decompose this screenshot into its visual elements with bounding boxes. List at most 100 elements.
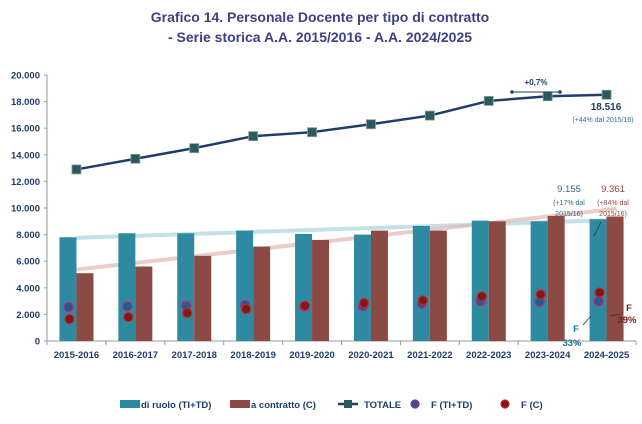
total-line	[71, 89, 612, 175]
y-tick-label: 0	[35, 337, 40, 348]
total-point	[542, 91, 553, 102]
chart-title: Grafico 14. Personale Docente per tipo d…	[151, 9, 489, 25]
x-tick-label: 2015-2016	[54, 350, 99, 361]
point-f-c	[182, 307, 193, 319]
x-tick-label: 2018-2019	[230, 350, 275, 361]
bar-a-contratto	[135, 266, 153, 341]
f-c-pct: 39%	[617, 315, 637, 326]
bar-di-ruolo	[530, 221, 548, 341]
y-tick-label: 14.000	[11, 150, 40, 161]
bar-a-contratto	[370, 230, 388, 341]
ruolo-value-label: 9.155	[557, 184, 581, 195]
legend-swatch-marker	[344, 400, 352, 408]
total-point	[601, 89, 612, 100]
legend-label: di ruolo (TI+TD)	[141, 400, 211, 411]
trendlines	[76, 206, 617, 272]
x-tick-label: 2024-2025	[584, 350, 630, 361]
bar-di-ruolo	[589, 219, 607, 341]
total-point	[483, 96, 494, 106]
x-tick-label: 2017-2018	[172, 350, 217, 361]
y-tick-label: 20.000	[11, 71, 40, 82]
y-tick-label: 10.000	[11, 204, 40, 215]
bracket-dot	[510, 90, 514, 94]
point-f-c	[241, 303, 252, 315]
contratto-value-label: 9.361	[601, 184, 625, 195]
chart-subtitle: - Serie storica A.A. 2015/2016 - A.A. 20…	[168, 29, 472, 45]
bar-di-ruolo	[353, 234, 371, 341]
point-f-c	[64, 313, 75, 325]
point-f-ti-td	[63, 301, 74, 313]
total-point	[71, 164, 82, 175]
y-tick-label: 18.000	[11, 97, 40, 108]
point-f-c	[417, 295, 428, 306]
annotations: +0,7% 18.516 (+44% dal 2015/16) 9.155 (+…	[510, 78, 637, 349]
point-f-c	[299, 300, 311, 311]
legend-label: F (TI+TD)	[431, 400, 472, 411]
growth-label: +0,7%	[525, 78, 548, 87]
fc-leader	[609, 313, 622, 317]
legend-label: a contratto (C)	[251, 400, 316, 411]
point-f-ti-td	[593, 296, 604, 307]
total-point	[189, 143, 200, 154]
bar-a-contratto	[547, 215, 565, 341]
point-f-c	[358, 297, 370, 309]
bar-di-ruolo	[295, 233, 313, 341]
bar-a-contratto	[194, 255, 212, 341]
point-f-ti-td	[122, 301, 133, 312]
point-f-c	[535, 289, 546, 300]
legend-swatch-dot	[410, 399, 420, 409]
legend-swatch	[120, 400, 140, 408]
bar-di-ruolo	[471, 220, 489, 341]
legend-label: F (C)	[521, 400, 543, 411]
f-c-label: F	[626, 303, 632, 314]
y-tick-label: 2.000	[16, 310, 40, 321]
y-tick-label: 4.000	[16, 283, 40, 294]
f-ti-pct: 33%	[562, 338, 582, 349]
point-f-c	[476, 291, 487, 302]
legend-swatch	[230, 400, 250, 408]
bar-di-ruolo	[177, 233, 195, 341]
bar-di-ruolo	[118, 233, 136, 341]
total-value-label: 18.516	[591, 102, 622, 113]
bracket-dot	[558, 90, 562, 94]
contratto-note-1: (+84% dal	[597, 200, 629, 207]
bar-a-contratto	[606, 216, 624, 341]
total-point	[307, 127, 317, 138]
legend: di ruolo (TI+TD) a contratto (C) TOTALE F (…	[120, 399, 543, 411]
y-tick-label: 16.000	[11, 124, 40, 135]
total-point	[424, 110, 435, 121]
f-ti-label: F	[573, 324, 579, 335]
point-f-c	[594, 287, 605, 298]
bar-di-ruolo	[59, 237, 77, 341]
legend-swatch-dot	[500, 399, 510, 409]
total-note: (+44% dal 2015/16)	[572, 117, 633, 124]
contratto-note-2: 2015/16)	[599, 211, 627, 218]
bar-a-contratto	[429, 230, 447, 341]
y-tick-label: 12.000	[11, 177, 40, 188]
bar-a-contratto	[76, 273, 94, 341]
x-tick-label: 2020-2021	[348, 350, 394, 361]
bar-di-ruolo	[236, 230, 254, 341]
bar-a-contratto	[312, 239, 330, 341]
total-point	[130, 153, 141, 164]
total-polyline	[76, 93, 607, 171]
axes: 0 2.000 4.000 6.000 8.000 10.000 12.000 14.000 1…	[11, 71, 637, 361]
total-point	[248, 131, 259, 142]
legend-label: TOTALE	[364, 400, 401, 411]
x-tick-label: 2022-2023	[466, 350, 511, 361]
contratto-leader	[593, 221, 602, 237]
bar-a-contratto	[488, 221, 506, 341]
point-f-c	[123, 311, 134, 323]
x-tick-label: 2016-2017	[113, 350, 158, 361]
ruolo-note-2: 2015/16)	[555, 211, 583, 218]
x-tick-label: 2019-2020	[289, 350, 334, 361]
trendline	[76, 206, 617, 272]
total-point	[366, 119, 376, 130]
y-tick-label: 8.000	[16, 230, 40, 241]
trendline	[76, 217, 617, 240]
x-tick-label: 2023-2024	[525, 350, 571, 361]
x-tick-label: 2021-2022	[407, 350, 452, 361]
fti-leader	[582, 315, 592, 326]
female-markers	[63, 287, 605, 325]
bar-a-contratto	[253, 246, 271, 341]
